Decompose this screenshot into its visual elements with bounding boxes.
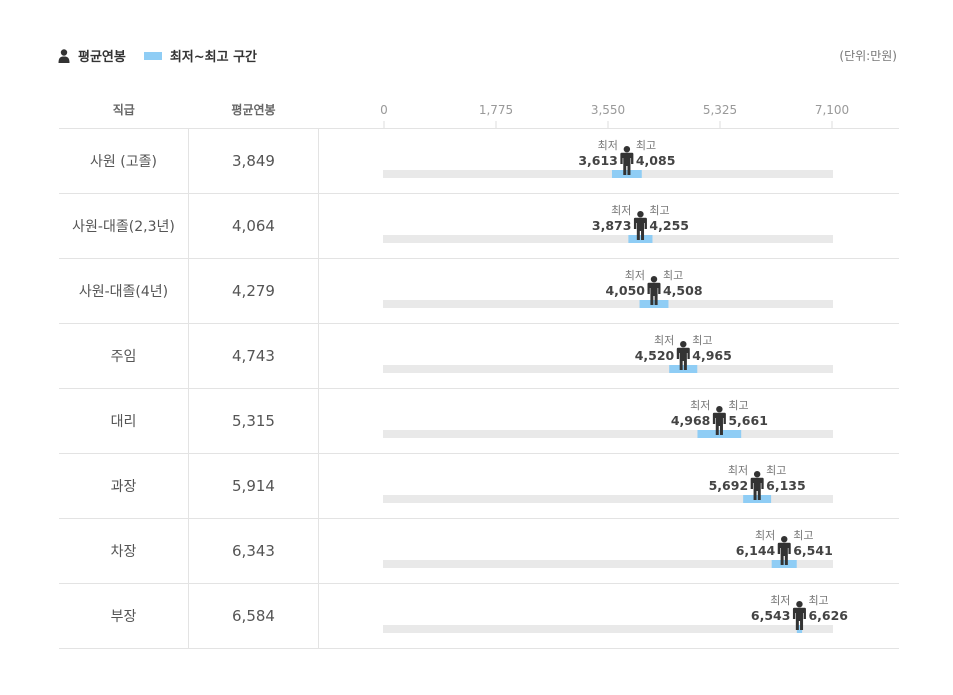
avg-salary-cell: 3,849 [188, 128, 319, 194]
range-cell [318, 453, 899, 519]
rank-cell: 차장 [59, 518, 189, 584]
rank-cell: 사원 (고졸) [59, 128, 189, 194]
person-icon [58, 48, 70, 63]
legend-range-swatch [143, 51, 162, 60]
avg-salary-cell: 5,315 [188, 388, 319, 454]
table-row: 부장 6,584 [59, 583, 899, 649]
avg-salary-cell: 4,279 [188, 258, 319, 324]
table-row: 대리 5,315 [59, 388, 899, 454]
rank-cell: 과장 [59, 453, 189, 519]
header-rank: 직급 [59, 91, 189, 129]
range-cell [318, 518, 899, 584]
range-cell [318, 388, 899, 454]
salary-table: 직급 평균연봉 사원 (고졸) 3,849 사원-대졸(2,3년) 4,064 사원-대… [59, 91, 899, 649]
rank-cell: 부장 [59, 583, 189, 649]
range-cell [318, 193, 899, 259]
range-cell [318, 128, 899, 194]
table-row: 차장 6,343 [59, 518, 899, 584]
rank-cell: 사원-대졸(4년) [59, 258, 189, 324]
avg-salary-cell: 4,743 [188, 323, 319, 389]
rank-cell: 주임 [59, 323, 189, 389]
avg-salary-cell: 6,584 [188, 583, 319, 649]
table-row: 사원-대졸(4년) 4,279 [59, 258, 899, 324]
legend-range-label: 최저~최고 구간 [169, 50, 258, 65]
header-axis [318, 91, 899, 129]
rank-cell: 사원-대졸(2,3년) [59, 193, 189, 259]
table-row: 사원-대졸(2,3년) 4,064 [59, 193, 899, 259]
avg-salary-cell: 6,343 [188, 518, 319, 584]
legend: 평균연봉 최저~최고 구간 [58, 46, 257, 65]
range-cell [318, 323, 899, 389]
header-avg: 평균연봉 [188, 91, 319, 129]
avg-salary-cell: 4,064 [188, 193, 319, 259]
table-row: 주임 4,743 [59, 323, 899, 389]
table-row: 과장 5,914 [59, 453, 899, 519]
range-cell [318, 258, 899, 324]
avg-salary-cell: 5,914 [188, 453, 319, 519]
header-row: 직급 평균연봉 [59, 91, 899, 129]
table-row: 사원 (고졸) 3,849 [59, 128, 899, 194]
legend-avg-label: 평균연봉 [78, 50, 126, 65]
rank-cell: 대리 [59, 388, 189, 454]
unit-label: (단위:만원) [839, 49, 897, 63]
range-cell [318, 583, 899, 649]
